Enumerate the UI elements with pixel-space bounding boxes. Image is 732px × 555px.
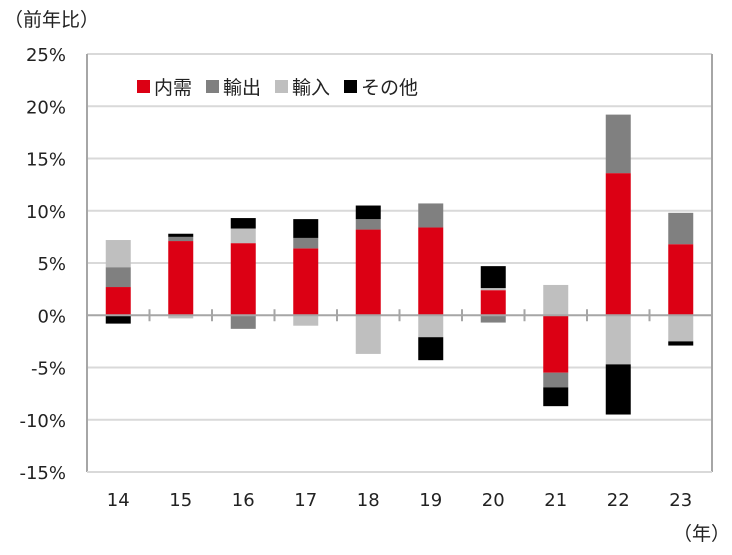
legend-swatch-輸入	[275, 80, 288, 93]
bar-segment-輸出	[668, 212, 694, 245]
bar-segment-輸出	[105, 267, 131, 288]
x-tick-label: 17	[294, 490, 317, 511]
y-tick-label: 25%	[26, 45, 66, 66]
x-tick-label: 19	[419, 490, 442, 511]
bar-segment-その他	[418, 337, 444, 361]
bar-segment-輸出	[418, 203, 444, 228]
bar-segment-輸入	[668, 315, 694, 342]
bar-segment-その他	[543, 387, 569, 407]
bar-segment-輸出	[293, 237, 319, 249]
x-tick-label: 15	[169, 490, 192, 511]
x-tick-label: 20	[482, 490, 505, 511]
legend-swatch-その他	[344, 80, 357, 93]
bar-segment-輸入	[418, 315, 444, 338]
legend-label: 内需	[154, 77, 192, 99]
bar-segment-内需	[418, 227, 444, 316]
bar-segment-輸入	[480, 288, 506, 291]
x-tick-label: 14	[107, 490, 130, 511]
bar-segment-内需	[105, 287, 131, 316]
bar-segment-輸出	[480, 315, 506, 323]
legend-label: 輸出	[223, 77, 261, 99]
x-tick-label: 23	[669, 490, 692, 511]
bar-segment-輸入	[105, 240, 131, 268]
bar-segment-内需	[230, 243, 256, 316]
y-tick-label: -10%	[19, 411, 66, 432]
legend-label: その他	[361, 77, 418, 99]
legend-swatch-輸出	[206, 80, 219, 93]
bar-segment-輸出	[168, 236, 194, 242]
bar-segment-輸出	[605, 114, 631, 174]
x-tick-label: 18	[357, 490, 380, 511]
y-tick-label: -5%	[31, 359, 66, 380]
bar-segment-輸入	[230, 228, 256, 244]
bar-segment-その他	[355, 205, 381, 220]
bar-segment-内需	[293, 248, 319, 316]
bar-segment-内需	[168, 241, 194, 316]
bar-segment-その他	[168, 233, 194, 237]
x-tick-label: 21	[544, 490, 567, 511]
x-tick-label: 16	[232, 490, 255, 511]
bar-segment-内需	[355, 229, 381, 316]
legend-swatch-内需	[137, 80, 150, 93]
bar-segment-輸入	[293, 315, 319, 326]
bar-segment-内需	[480, 290, 506, 316]
x-tick-label: 22	[607, 490, 630, 511]
legend-label: 輸入	[292, 77, 330, 99]
y-tick-label: 20%	[26, 97, 66, 118]
bar-segment-輸入	[605, 315, 631, 365]
y-axis-label: （前年比）	[4, 9, 99, 31]
bar-segment-内需	[605, 173, 631, 316]
y-tick-label: 15%	[26, 150, 66, 171]
bar-segment-その他	[480, 266, 506, 289]
bar-segment-輸出	[543, 372, 569, 388]
bar-segment-内需	[668, 244, 694, 316]
bar-segment-その他	[293, 219, 319, 238]
bar-segment-その他	[105, 315, 131, 324]
bar-segment-内需	[543, 315, 569, 373]
bar-segment-輸入	[168, 315, 194, 319]
bar-segment-その他	[230, 218, 256, 229]
bar-segment-輸入	[355, 315, 381, 354]
y-tick-label: 5%	[37, 254, 66, 275]
y-tick-label: 0%	[37, 306, 66, 327]
x-axis-label: （年）	[673, 523, 730, 545]
bar-segment-その他	[668, 341, 694, 346]
bar-segment-輸出	[355, 219, 381, 230]
bar-segment-輸出	[230, 315, 256, 329]
y-tick-label: 10%	[26, 202, 66, 223]
y-tick-label: -15%	[19, 463, 66, 484]
bar-segment-輸入	[543, 284, 569, 316]
bar-segment-その他	[605, 364, 631, 415]
